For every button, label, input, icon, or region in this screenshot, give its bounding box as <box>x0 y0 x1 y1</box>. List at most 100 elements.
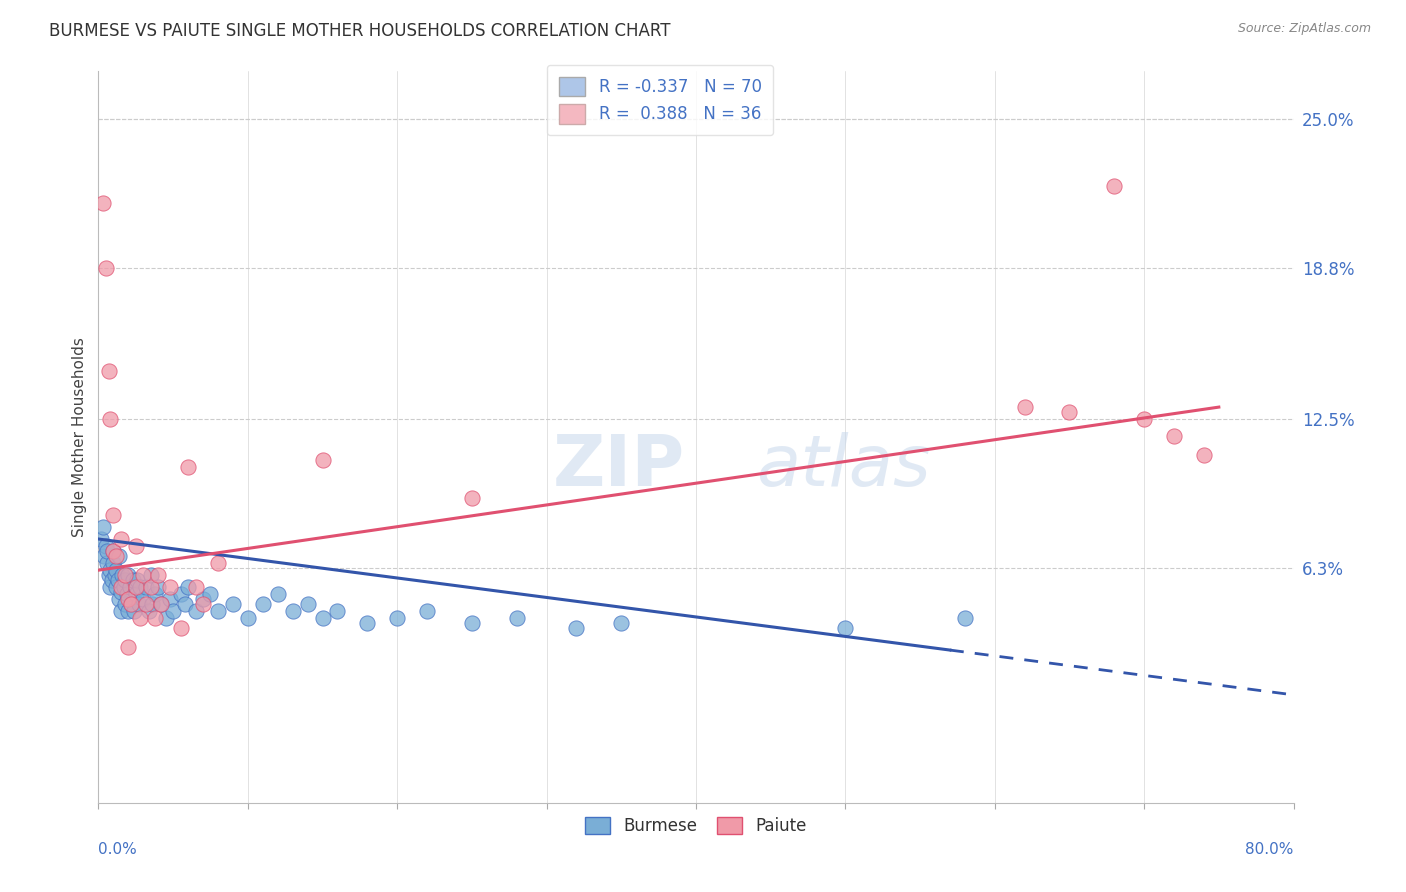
Point <box>103 556 125 570</box>
Point <box>91 196 114 211</box>
Point <box>97 364 120 378</box>
Point <box>103 544 125 558</box>
Point <box>121 573 143 587</box>
Point <box>1014 400 1036 414</box>
Point <box>101 573 124 587</box>
Point <box>110 580 132 594</box>
Point <box>461 491 484 506</box>
Point <box>184 580 207 594</box>
Point <box>127 573 149 587</box>
Point <box>105 549 128 563</box>
Point <box>107 573 129 587</box>
Point <box>91 520 114 534</box>
Text: atlas: atlas <box>756 432 931 500</box>
Point <box>135 597 157 611</box>
Point <box>132 591 155 606</box>
Text: ZIP: ZIP <box>553 432 685 500</box>
Point <box>111 568 134 582</box>
Point <box>1059 405 1081 419</box>
Point <box>1133 412 1156 426</box>
Point <box>326 604 349 618</box>
Point <box>461 615 484 630</box>
Point <box>103 544 125 558</box>
Point <box>385 611 409 625</box>
Point <box>96 544 118 558</box>
Point <box>311 453 333 467</box>
Point <box>150 597 173 611</box>
Point <box>191 597 214 611</box>
Text: 0.0%: 0.0% <box>98 842 138 856</box>
Point <box>103 508 125 522</box>
Point <box>148 568 170 582</box>
Text: Source: ZipAtlas.com: Source: ZipAtlas.com <box>1237 22 1371 36</box>
Point <box>169 587 191 601</box>
Point <box>191 591 214 606</box>
Point <box>610 615 633 630</box>
Point <box>143 587 166 601</box>
Point <box>96 556 118 570</box>
Point <box>129 580 152 594</box>
Point <box>143 611 166 625</box>
Point <box>114 597 136 611</box>
Point <box>207 556 229 570</box>
Point <box>108 549 131 563</box>
Point <box>236 611 259 625</box>
Point <box>138 604 160 618</box>
Point <box>297 597 319 611</box>
Point <box>953 611 976 625</box>
Point <box>1192 448 1215 462</box>
Point <box>200 587 222 601</box>
Point <box>125 580 148 594</box>
Point <box>128 597 150 611</box>
Point <box>117 640 139 654</box>
Point <box>159 580 181 594</box>
Point <box>162 604 184 618</box>
Point <box>105 563 128 577</box>
Point <box>129 611 152 625</box>
Point <box>311 611 333 625</box>
Point <box>105 580 128 594</box>
Point <box>117 604 139 618</box>
Point <box>155 611 177 625</box>
Point <box>97 568 120 582</box>
Point <box>267 587 290 601</box>
Point <box>104 568 127 582</box>
Point <box>565 621 588 635</box>
Point <box>98 412 122 426</box>
Point <box>117 568 139 582</box>
Point <box>110 532 132 546</box>
Point <box>139 580 162 594</box>
Point <box>110 604 132 618</box>
Point <box>177 580 200 594</box>
Point <box>139 568 162 582</box>
Point <box>506 611 529 625</box>
Point <box>184 604 207 618</box>
Point <box>1163 429 1185 443</box>
Point <box>1104 179 1126 194</box>
Point <box>169 621 191 635</box>
Y-axis label: Single Mother Households: Single Mother Households <box>72 337 87 537</box>
Point <box>125 539 148 553</box>
Point <box>141 597 163 611</box>
Point <box>174 597 197 611</box>
Point <box>90 532 112 546</box>
Point <box>281 604 304 618</box>
Point <box>207 604 229 618</box>
Point <box>118 580 141 594</box>
Point <box>114 568 136 582</box>
Point <box>120 597 142 611</box>
Point <box>834 621 856 635</box>
Point <box>125 587 148 601</box>
Point <box>93 549 115 563</box>
Point <box>98 580 122 594</box>
Point <box>108 591 131 606</box>
Point <box>114 573 136 587</box>
Point <box>112 580 135 594</box>
Point <box>252 597 274 611</box>
Point <box>148 580 170 594</box>
Point <box>356 615 378 630</box>
Point <box>94 539 117 553</box>
Point <box>115 587 138 601</box>
Point <box>416 604 439 618</box>
Point <box>94 260 117 275</box>
